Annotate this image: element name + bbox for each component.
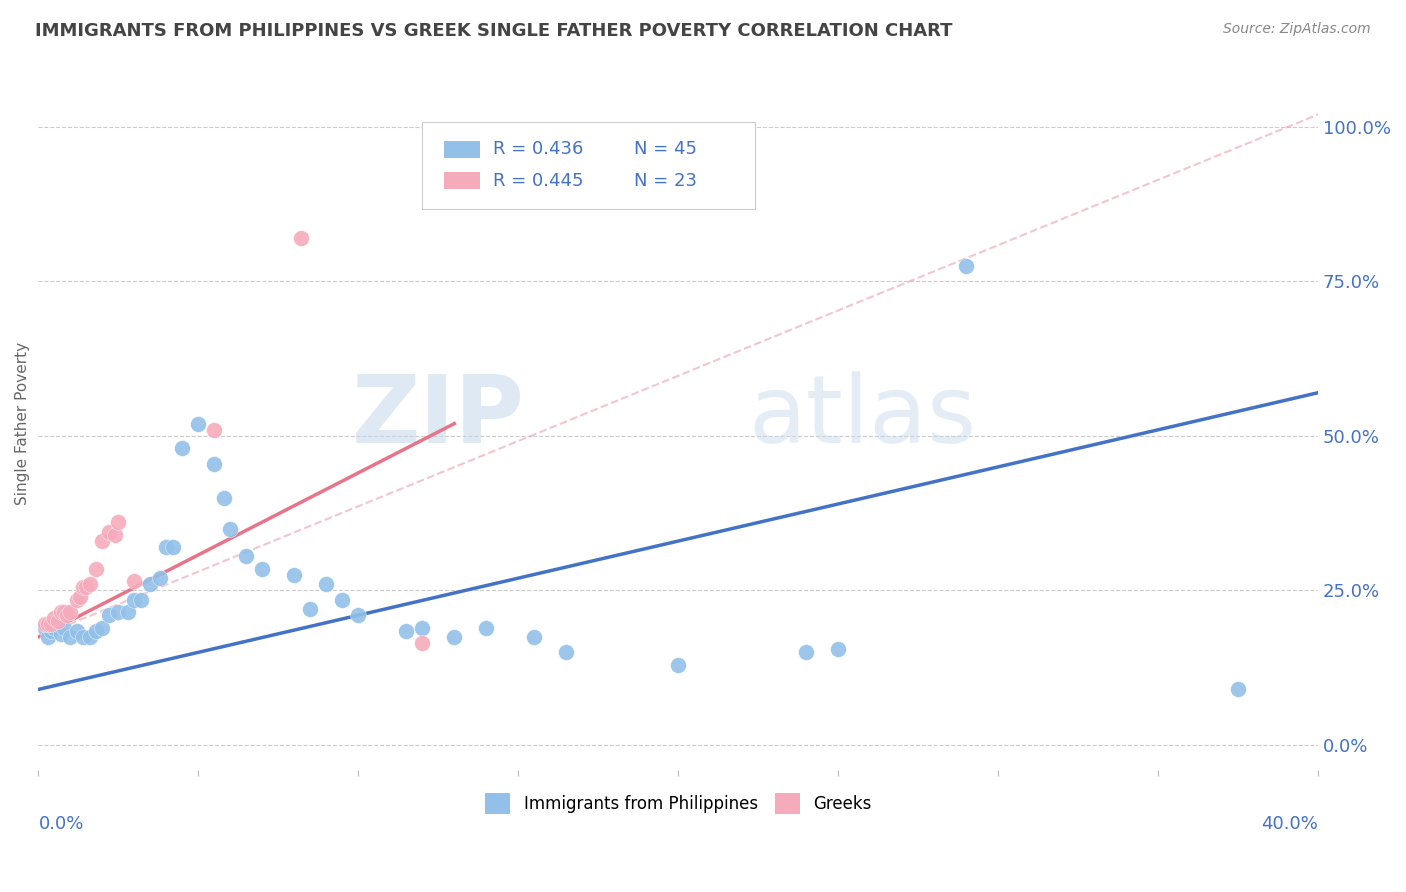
Point — [124, 574, 146, 589]
Point — [34, 621, 56, 635]
Text: Source: ZipAtlas.com: Source: ZipAtlas.com — [1223, 22, 1371, 37]
Point — [59, 630, 82, 644]
Text: R = 0.436: R = 0.436 — [492, 140, 583, 159]
Y-axis label: Single Father Poverty: Single Father Poverty — [15, 342, 30, 505]
Point — [155, 540, 177, 554]
Point — [204, 457, 226, 471]
FancyBboxPatch shape — [422, 122, 755, 209]
Legend: Immigrants from Philippines, Greeks: Immigrants from Philippines, Greeks — [478, 787, 877, 821]
Point — [91, 621, 114, 635]
Point — [72, 581, 94, 595]
Point — [97, 608, 120, 623]
Point — [129, 592, 152, 607]
Point — [555, 645, 578, 659]
Point — [290, 231, 312, 245]
Point — [523, 630, 546, 644]
Point — [475, 621, 498, 635]
Point — [53, 605, 76, 619]
Point — [91, 534, 114, 549]
Point — [139, 577, 162, 591]
Text: R = 0.445: R = 0.445 — [492, 171, 583, 190]
Text: N = 45: N = 45 — [634, 140, 696, 159]
Point — [124, 592, 146, 607]
Text: IMMIGRANTS FROM PHILIPPINES VS GREEK SINGLE FATHER POVERTY CORRELATION CHART: IMMIGRANTS FROM PHILIPPINES VS GREEK SIN… — [35, 22, 953, 40]
Point — [79, 630, 101, 644]
Text: atlas: atlas — [748, 371, 977, 463]
Point — [149, 571, 172, 585]
Point — [69, 590, 91, 604]
Point — [107, 516, 129, 530]
Point — [46, 617, 69, 632]
Point — [411, 636, 433, 650]
Point — [39, 617, 62, 632]
Point — [49, 605, 72, 619]
Point — [172, 442, 194, 456]
Point — [56, 608, 79, 623]
Point — [104, 528, 127, 542]
Point — [395, 624, 418, 638]
Point — [84, 624, 107, 638]
Point — [66, 624, 89, 638]
Point — [794, 645, 817, 659]
Point — [53, 621, 76, 635]
Point — [827, 642, 849, 657]
Text: 0.0%: 0.0% — [38, 814, 84, 833]
Point — [187, 417, 209, 431]
Point — [75, 581, 97, 595]
Point — [97, 524, 120, 539]
Point — [39, 624, 62, 638]
Point — [117, 605, 139, 619]
Text: N = 23: N = 23 — [634, 171, 696, 190]
Point — [443, 630, 465, 644]
Point — [59, 605, 82, 619]
Point — [66, 592, 89, 607]
Point — [72, 630, 94, 644]
Point — [107, 605, 129, 619]
Point — [315, 577, 337, 591]
Point — [299, 602, 322, 616]
Point — [37, 630, 59, 644]
FancyBboxPatch shape — [444, 172, 479, 189]
Point — [44, 621, 66, 635]
Point — [46, 615, 69, 629]
Point — [1227, 682, 1250, 697]
Point — [235, 549, 257, 564]
Point — [252, 562, 274, 576]
Text: ZIP: ZIP — [352, 371, 524, 463]
Point — [44, 611, 66, 625]
Point — [162, 540, 184, 554]
Point — [37, 617, 59, 632]
Point — [283, 568, 305, 582]
Point — [666, 657, 689, 672]
Point — [79, 577, 101, 591]
Point — [204, 423, 226, 437]
Text: 40.0%: 40.0% — [1261, 814, 1319, 833]
Point — [219, 522, 242, 536]
Point — [347, 608, 370, 623]
Point — [212, 491, 235, 505]
FancyBboxPatch shape — [444, 141, 479, 158]
Point — [34, 617, 56, 632]
Point — [955, 259, 977, 273]
Point — [49, 626, 72, 640]
Point — [332, 592, 354, 607]
Point — [84, 562, 107, 576]
Point — [411, 621, 433, 635]
